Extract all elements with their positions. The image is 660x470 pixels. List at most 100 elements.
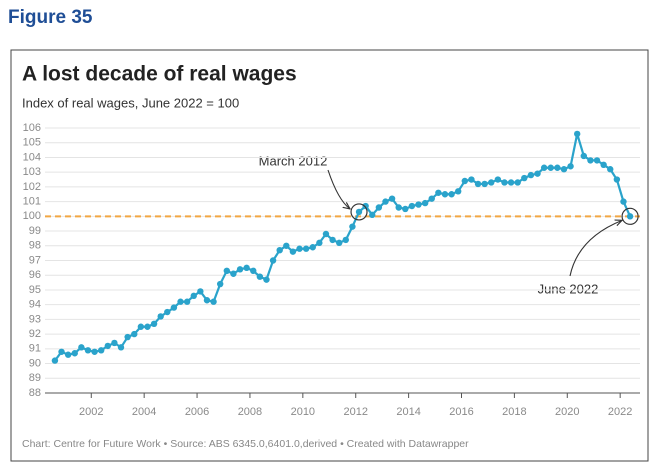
y-tick-label: 98 (29, 240, 41, 252)
y-tick-label: 106 (23, 122, 41, 134)
data-point (190, 292, 197, 300)
data-point (117, 344, 125, 351)
chart-subtitle: Index of real wages, June 2022 = 100 (22, 95, 239, 110)
y-tick-label: 101 (23, 196, 41, 208)
data-point (567, 163, 574, 170)
data-point (51, 357, 59, 364)
data-point (587, 157, 594, 164)
data-point (316, 239, 323, 247)
data-point (382, 198, 389, 205)
annotation: March 2012 (259, 153, 328, 168)
x-tick-label: 2016 (449, 406, 473, 418)
data-point (626, 213, 634, 220)
data-point (157, 313, 164, 320)
data-point (501, 179, 508, 186)
x-tick-label: 2014 (396, 406, 420, 418)
data-point (289, 248, 297, 255)
data-point (554, 164, 561, 171)
y-tick-label: 102 (23, 181, 41, 193)
annotation: June 2022 (538, 281, 599, 296)
y-tick-label: 94 (29, 299, 41, 311)
data-point (329, 236, 336, 244)
data-point (216, 280, 224, 288)
data-point (580, 152, 588, 160)
x-tick-label: 2022 (608, 406, 632, 418)
data-point (415, 201, 422, 208)
data-point (131, 330, 138, 338)
data-point (448, 191, 455, 198)
x-tick-label: 2012 (343, 406, 367, 418)
data-point (388, 195, 396, 202)
data-point (362, 202, 369, 210)
data-point (527, 171, 535, 179)
data-point (263, 276, 270, 283)
data-point (223, 267, 231, 275)
data-point (494, 176, 502, 183)
data-point (84, 347, 92, 354)
y-tick-label: 89 (29, 372, 41, 384)
x-tick-label: 2010 (291, 406, 315, 418)
data-point (256, 273, 264, 280)
data-point (183, 298, 191, 305)
data-point (283, 242, 290, 249)
data-point (421, 199, 429, 207)
data-point (177, 298, 184, 305)
data-point (124, 333, 131, 341)
data-point (613, 176, 621, 183)
data-point (474, 180, 482, 188)
data-point (111, 339, 118, 347)
y-tick-label: 97 (29, 254, 41, 266)
y-tick-label: 88 (29, 387, 41, 399)
y-tick-label: 91 (29, 343, 41, 355)
y-tick-label: 92 (29, 328, 41, 340)
source-note: Chart: Centre for Future Work • Source: … (22, 438, 469, 450)
data-point (91, 348, 98, 355)
data-point (236, 266, 244, 273)
x-tick-label: 2002 (79, 406, 103, 418)
data-point (164, 308, 171, 316)
data-point (560, 166, 568, 173)
data-point (296, 245, 303, 252)
data-point (454, 188, 462, 195)
x-tick-label: 2008 (238, 406, 262, 418)
data-point (481, 180, 488, 188)
data-point (58, 348, 65, 355)
data-point (302, 245, 310, 252)
data-point (402, 205, 409, 213)
y-tick-label: 93 (29, 313, 41, 325)
x-tick-label: 2006 (185, 406, 209, 418)
chart-title: A lost decade of real wages (22, 63, 297, 86)
data-point (593, 157, 601, 164)
x-tick-label: 2004 (132, 406, 156, 418)
data-point (78, 344, 85, 351)
data-point (144, 323, 151, 330)
data-point (276, 246, 283, 254)
data-point (335, 239, 343, 247)
data-point (408, 202, 416, 210)
data-point (309, 244, 316, 251)
annotation-arrow (327, 169, 350, 209)
data-point (355, 208, 363, 216)
data-point (547, 164, 554, 171)
data-point (197, 288, 204, 295)
data-point (441, 191, 449, 198)
data-point (150, 320, 158, 328)
data-point (540, 164, 548, 171)
data-point (322, 230, 330, 238)
data-point (573, 130, 581, 138)
highlight-ring (621, 207, 639, 225)
data-point (349, 223, 356, 230)
data-point (250, 267, 257, 275)
data-point (137, 323, 145, 330)
data-point (210, 298, 217, 305)
data-point (369, 211, 376, 219)
data-point (607, 166, 614, 173)
highlight-ring (350, 203, 368, 221)
figure-label: Figure 35 (8, 7, 93, 28)
y-tick-label: 95 (29, 284, 41, 296)
data-point (203, 297, 211, 304)
frame (10, 49, 649, 462)
data-point (170, 304, 178, 311)
data-point (230, 270, 237, 277)
